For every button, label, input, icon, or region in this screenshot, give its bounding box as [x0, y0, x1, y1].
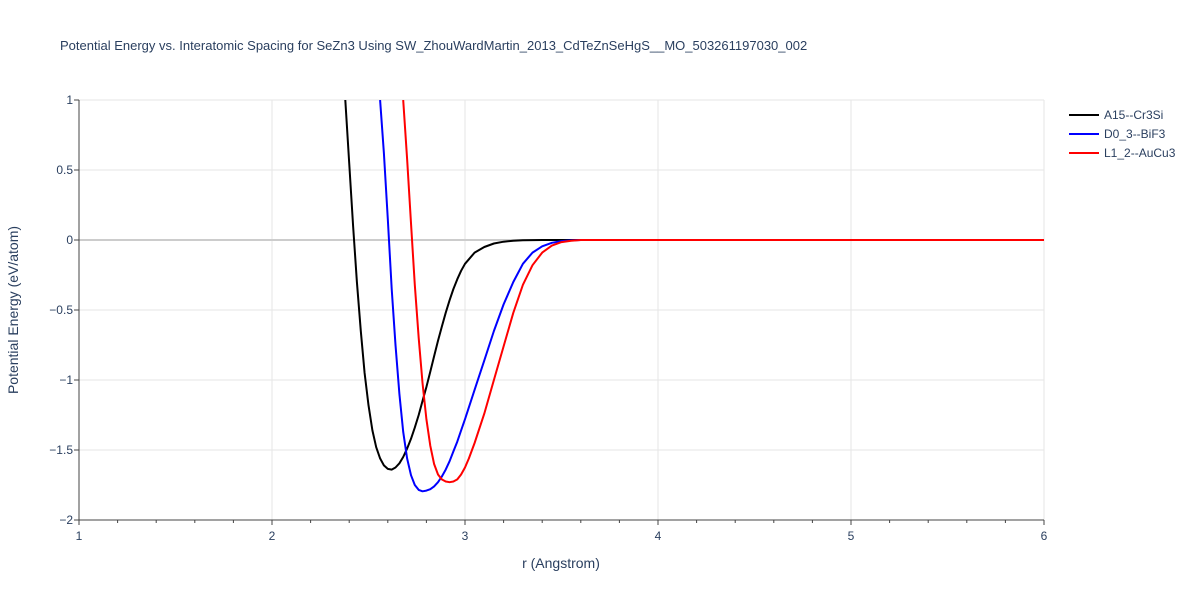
series-line-L1_2--AuCu3 — [402, 100, 1044, 484]
x-tick-label: 2 — [269, 529, 276, 543]
y-tick-label: −0.5 — [49, 303, 73, 317]
x-axis-ticks: 1 2 3 4 5 6 — [76, 520, 1048, 543]
y-tick-label: −1 — [59, 373, 73, 387]
x-axis-title: r (Angstrom) — [522, 555, 600, 571]
legend-label: A15--Cr3Si — [1104, 108, 1163, 122]
x-tick-label: 5 — [848, 529, 855, 543]
x-tick-label: 4 — [655, 529, 662, 543]
y-tick-label: −1.5 — [49, 443, 73, 457]
legend: A15--Cr3Si D0_3--BiF3 L1_2--AuCu3 — [1069, 108, 1176, 160]
y-tick-label: −2 — [59, 513, 73, 527]
y-tick-label: 0 — [66, 233, 73, 247]
legend-label: D0_3--BiF3 — [1104, 127, 1166, 141]
series-line-D0_3--BiF3 — [379, 100, 1044, 493]
y-tick-label: 1 — [66, 93, 73, 107]
y-tick-label: 0.5 — [56, 163, 73, 177]
y-axis-title: Potential Energy (eV/atom) — [5, 226, 21, 394]
plot-area — [344, 100, 1044, 493]
x-tick-label: 3 — [462, 529, 469, 543]
x-tick-label: 6 — [1041, 529, 1048, 543]
series-line-A15--Cr3Si — [344, 100, 1044, 471]
x-tick-label: 1 — [76, 529, 83, 543]
series-layer — [344, 100, 1044, 493]
legend-label: L1_2--AuCu3 — [1104, 146, 1176, 160]
grid — [79, 99, 1045, 520]
chart-title: Potential Energy vs. Interatomic Spacing… — [60, 38, 807, 53]
y-axis-ticks: 1 0.5 0 −0.5 −1 −1.5 −2 — [49, 93, 79, 527]
